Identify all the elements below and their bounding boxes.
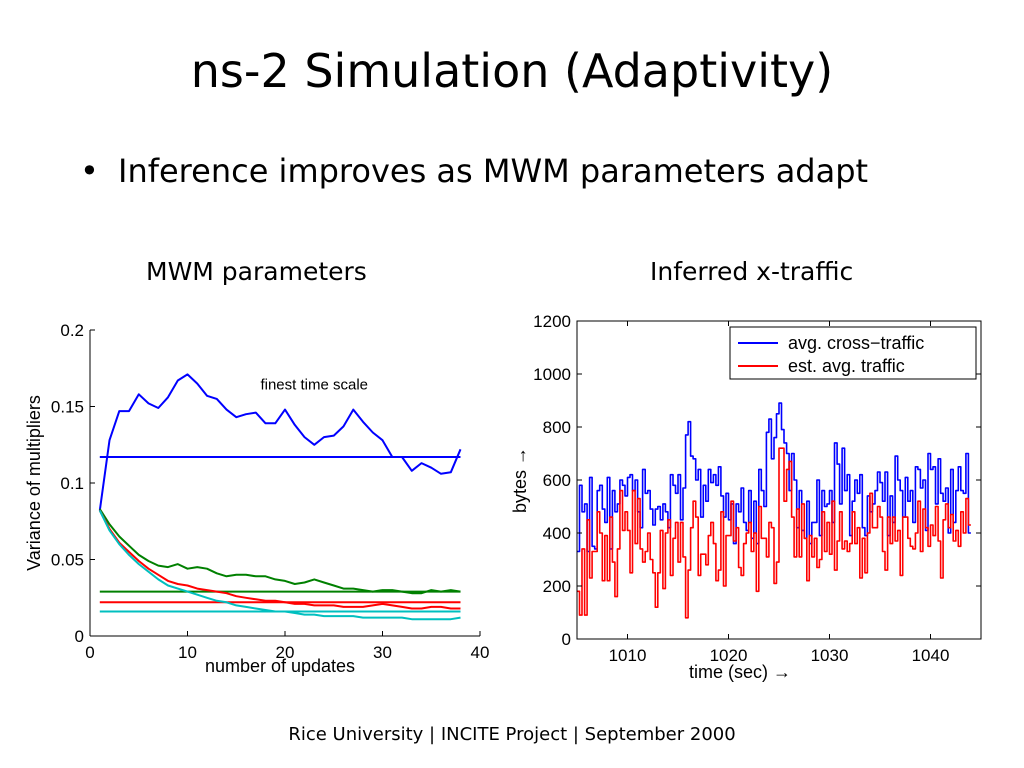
x-tick-label: 10 <box>178 643 197 662</box>
x-axis-title: number of updates <box>205 656 355 676</box>
x-tick-label: 0 <box>85 643 94 662</box>
series-line-1 <box>577 447 971 619</box>
x-tick-label: 1020 <box>710 646 748 665</box>
legend-label: est. avg. traffic <box>788 356 905 376</box>
y-tick-label: 1000 <box>533 365 571 384</box>
x-tick-label: 30 <box>373 643 392 662</box>
y-axis-title: bytes → <box>510 447 530 513</box>
y-tick-label: 0 <box>562 630 571 649</box>
legend-label: avg. cross−traffic <box>788 333 924 353</box>
y-tick-label: 0.05 <box>51 551 84 570</box>
x-tick-label: 1040 <box>912 646 950 665</box>
left-panel-title: MWM parameters <box>146 257 367 286</box>
y-tick-label: 1200 <box>533 312 571 331</box>
footer: Rice University | INCITE Project | Septe… <box>288 724 736 745</box>
chart-legend: avg. cross−traffic est. avg. traffic <box>729 326 977 380</box>
right-panel-title: Inferred x-traffic <box>650 257 854 286</box>
y-tick-label: 800 <box>543 418 571 437</box>
x-tick-label: 1010 <box>609 646 647 665</box>
y-axis-title: Variance of multipliers <box>24 395 44 571</box>
y-tick-label: 0.2 <box>60 321 84 340</box>
series-line-0 <box>577 402 971 553</box>
y-tick-label: 400 <box>543 524 571 543</box>
y-tick-label: 0.15 <box>51 398 84 417</box>
x-tick-label: 20 <box>276 643 295 662</box>
y-tick-label: 0.1 <box>60 474 84 493</box>
bullet-text: Inference improves as MWM parameters ada… <box>118 152 869 190</box>
x-axis-title: time (sec) → <box>689 662 791 682</box>
y-tick-label: 0 <box>75 627 84 646</box>
legend-box <box>729 326 977 380</box>
y-tick-label: 200 <box>543 577 571 596</box>
y-tick-label: 600 <box>543 471 571 490</box>
bullet-icon: • <box>80 152 99 190</box>
x-tick-label: 1030 <box>811 646 849 665</box>
bullet-point: • Inference improves as MWM parameters ad… <box>80 152 868 190</box>
chart-annotation: finest time scale <box>260 377 368 394</box>
slide-title: ns-2 Simulation (Adaptivity) <box>190 44 834 98</box>
x-tick-label: 40 <box>471 643 490 662</box>
